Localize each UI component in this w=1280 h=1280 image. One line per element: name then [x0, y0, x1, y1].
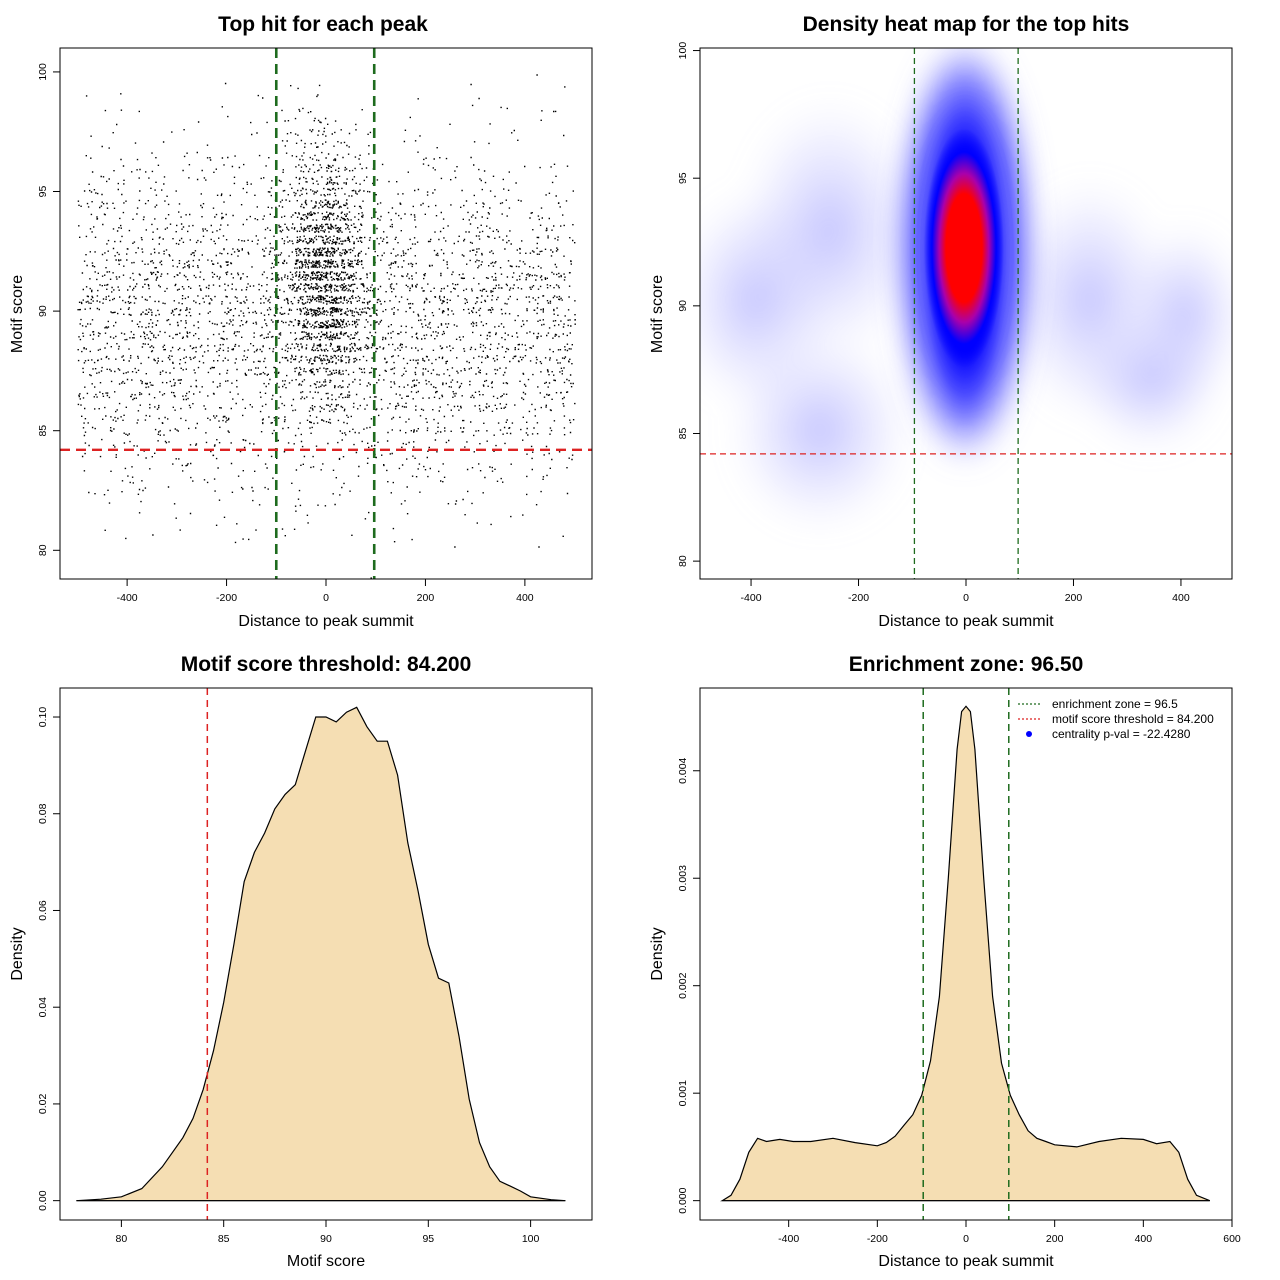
heatmap-y-tick-label: 95: [677, 172, 689, 184]
heatmap-y-axis-label: Motif score: [649, 275, 666, 353]
heatmap-y-tick-label: 85: [677, 427, 689, 439]
heatmap-title: Density heat map for the top hits: [803, 13, 1130, 36]
distance-density-y-tick-label: 0.001: [677, 1080, 689, 1106]
heatmap-panel: Density heat map for the top hits -400 -2…: [649, 13, 1233, 630]
scatter-x-tick-label: -400: [117, 592, 138, 604]
heatmap-diffuse-density: [700, 100, 1232, 530]
scatter-points: [77, 74, 576, 579]
distance-density-x-tick-label: -400: [778, 1233, 799, 1245]
scatter-point-cloud: [77, 74, 576, 579]
distance-density-x-axis: -400 -200 0 200 400 600: [778, 1220, 1241, 1245]
heatmap-y-axis: 80 85 90 95 100: [677, 42, 700, 567]
scatter-y-tick-label: 90: [37, 305, 49, 317]
distance-density-y-tick-label: 0.003: [677, 865, 689, 891]
scatter-reference-lines: [60, 48, 592, 579]
heatmap-x-axis: -400 -200 0 200 400: [741, 579, 1190, 604]
heatmap-x-axis-label: Distance to peak summit: [878, 613, 1054, 630]
distance-density-title: Enrichment zone: 96.50: [849, 653, 1084, 676]
scatter-y-tick-label: 95: [37, 186, 49, 198]
heatmap-x-tick-label: -200: [848, 592, 869, 604]
heatmap-x-tick-label: -400: [741, 592, 762, 604]
scatter-x-axis: -400 -200 0 200 400: [117, 579, 534, 604]
scatter-panel: Top hit for each peak -400 -200 0 200 400 80…: [9, 13, 593, 630]
scatter-x-tick-label: 200: [417, 592, 435, 604]
heatmap-x-tick-label: 200: [1065, 592, 1083, 604]
heatmap-density-field: [700, 48, 1232, 579]
distance-density-x-tick-label: 0: [963, 1233, 969, 1245]
score-density-plot-area: [76, 688, 566, 1220]
score-density-x-tick-label: 80: [116, 1233, 128, 1245]
score-density-y-tick-label: 0.04: [37, 997, 49, 1018]
distance-density-y-tick-label: 0.002: [677, 972, 689, 998]
enrichment-zone-lines: [922, 688, 1010, 1220]
heatmap-y-tick-label: 100: [677, 42, 689, 60]
score-density-x-axis-label: Motif score: [287, 1253, 365, 1270]
score-density-title: Motif score threshold: 84.200: [181, 653, 472, 676]
scatter-x-tick-label: 400: [516, 592, 534, 604]
heatmap-hotspot: [924, 128, 1004, 368]
score-density-y-tick-label: 0.06: [37, 900, 49, 921]
score-density-x-tick-label: 90: [320, 1233, 332, 1245]
distance-density-plot-area: [720, 688, 1211, 1220]
score-density-y-tick-label: 0.08: [37, 803, 49, 824]
score-density-y-tick-label: 0.00: [37, 1190, 49, 1211]
heatmap-y-tick-label: 80: [677, 555, 689, 567]
scatter-x-axis-label: Distance to peak summit: [238, 613, 414, 630]
distance-density-panel: Enrichment zone: 96.50 enrichment zone =…: [649, 653, 1241, 1270]
distance-density-y-axis-label: Density: [649, 927, 666, 980]
scatter-y-axis: 80 85 90 95 100: [37, 63, 60, 556]
legend-enrichment-zone-label: enrichment zone = 96.5: [1052, 697, 1178, 711]
distance-density-x-tick-label: 200: [1046, 1233, 1064, 1245]
scatter-x-tick-label: 0: [323, 592, 329, 604]
scatter-title: Top hit for each peak: [218, 13, 428, 36]
scatter-x-tick-label: -200: [216, 592, 237, 604]
score-density-x-tick-label: 85: [218, 1233, 230, 1245]
score-density-x-tick-label: 95: [422, 1233, 434, 1245]
heatmap-blob-right-lower: [1080, 310, 1220, 450]
distance-density-y-axis: 0.000 0.001 0.002 0.003 0.004: [677, 757, 700, 1214]
heatmap-x-tick-label: 400: [1172, 592, 1190, 604]
scatter-plot-frame: [59, 47, 593, 580]
heatmap-y-tick-label: 90: [677, 300, 689, 312]
score-density-panel: Motif score threshold: 84.200 80 85 90 95 10…: [9, 653, 593, 1270]
score-density-x-axis: 80 85 90 95 100: [116, 1220, 540, 1245]
distance-density-legend: enrichment zone = 96.5 motif score thres…: [1018, 697, 1214, 741]
legend-threshold-label: motif score threshold = 84.200: [1052, 712, 1214, 726]
distance-density-x-axis-label: Distance to peak summit: [878, 1253, 1054, 1270]
distance-density-y-tick-label: 0.000: [677, 1187, 689, 1213]
scatter-y-tick-label: 80: [37, 544, 49, 556]
score-density-curve: [76, 706, 566, 1202]
distance-density-x-tick-label: 600: [1223, 1233, 1241, 1245]
legend-centrality-marker: [1026, 731, 1032, 737]
distance-density-y-tick-label: 0.004: [677, 757, 689, 783]
score-density-y-axis-label: Density: [9, 927, 26, 980]
distance-density-curve: [720, 705, 1211, 1202]
heatmap-blob-left-upper: [740, 100, 920, 360]
score-density-y-axis: 0.00 0.02 0.04 0.06 0.08 0.10: [37, 707, 60, 1211]
scatter-y-tick-label: 85: [37, 425, 49, 437]
score-density-y-tick-label: 0.02: [37, 1094, 49, 1115]
distance-density-x-tick-label: 400: [1135, 1233, 1153, 1245]
heatmap-blob-left-lower: [730, 330, 910, 530]
legend-centrality-label: centrality p-val = -22.4280: [1052, 727, 1191, 741]
scatter-y-tick-label: 100: [37, 63, 49, 81]
score-density-x-tick-label: 100: [522, 1233, 540, 1245]
score-density-y-tick-label: 0.10: [37, 707, 49, 728]
heatmap-x-tick-label: 0: [963, 592, 969, 604]
scatter-y-axis-label: Motif score: [9, 275, 26, 353]
heatmap-reference-lines: [700, 48, 1232, 579]
distance-density-x-tick-label: -200: [867, 1233, 888, 1245]
